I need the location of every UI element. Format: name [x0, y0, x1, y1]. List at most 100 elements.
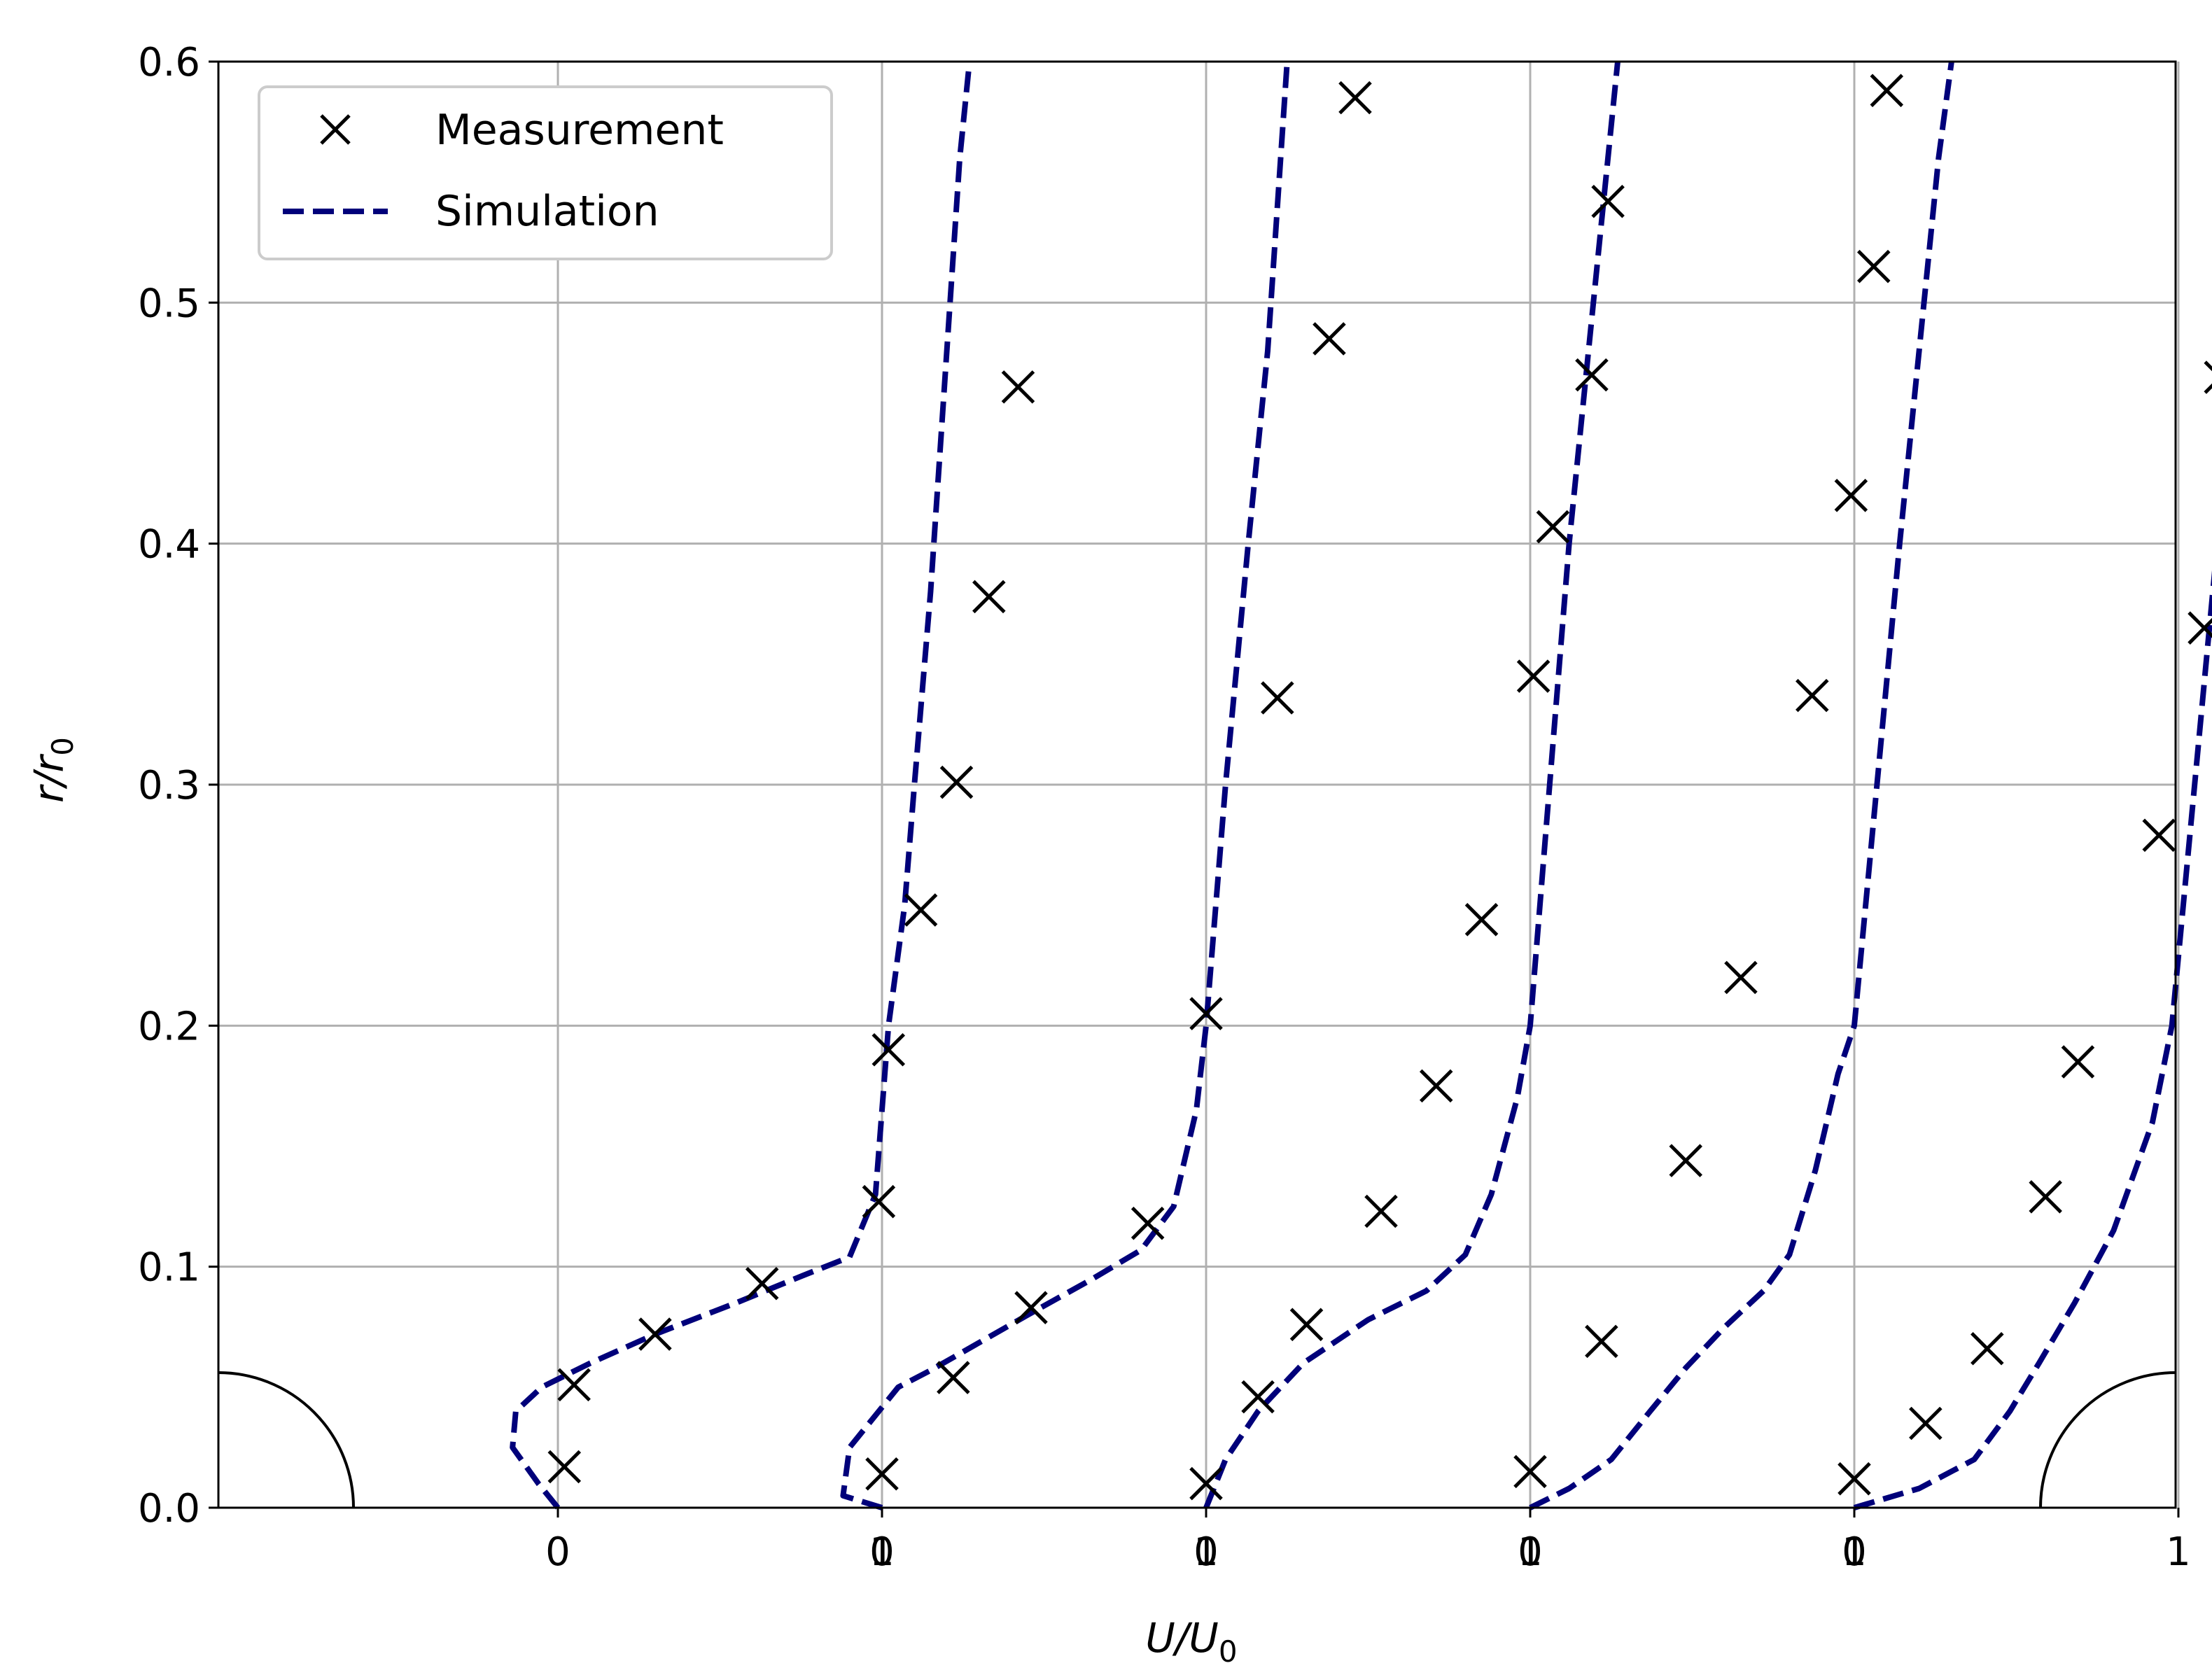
measurement-point [638, 1317, 672, 1351]
measurement-point-stroke [1130, 1206, 1165, 1240]
measurement-point [1419, 1069, 1453, 1103]
measurement-point-stroke [1795, 678, 1829, 713]
measurement-point [904, 893, 938, 927]
simulation-line [840, 61, 1290, 1511]
y-tick-label: 0.6 [138, 40, 200, 85]
measurement-point [547, 1450, 582, 1484]
measurement-point [862, 1184, 896, 1219]
simulation-line [1853, 570, 2212, 1511]
measurement-point-stroke [2061, 1045, 2095, 1079]
measurement-point [2142, 818, 2176, 853]
legend-marker-measurement [320, 114, 351, 145]
quarter-circle-right [2039, 1371, 2176, 1508]
y-axis: 0.0 0.1 0.2 0.3 0.4 0.5 0.6 [138, 40, 218, 1532]
measurement-point-stroke [1261, 681, 1294, 715]
x-tick-label: 0 [1518, 1529, 1543, 1575]
legend-label-simulation: Simulation [435, 187, 659, 236]
measurement-point-stroke [1364, 1194, 1398, 1228]
measurement-point-stroke [1241, 1380, 1275, 1414]
measurement-point-stroke [1516, 659, 1550, 693]
measurement-point-stroke [1970, 1331, 2004, 1366]
measurement-point-stroke [1338, 80, 1372, 115]
measurement-point [865, 1457, 899, 1491]
quarter-circle-decorations [218, 1371, 2176, 1508]
measurement-point [1724, 960, 1758, 995]
measurement-point-stroke [1834, 479, 1868, 512]
measurement-point-stroke [1312, 322, 1346, 356]
measurement-point-stroke [1669, 1144, 1703, 1177]
x-tick-label: 1 [2166, 1529, 2191, 1575]
measurement-point [2061, 1045, 2095, 1079]
measurement-point [1837, 1462, 1871, 1496]
measurement-point-stroke [2204, 360, 2212, 372]
measurement-point-stroke [1585, 1324, 1618, 1359]
measurement-point [1516, 659, 1550, 693]
measurement-point-stroke [972, 580, 1006, 614]
measurement-point [2188, 611, 2212, 645]
measurement-point-stroke [557, 1368, 591, 1402]
measurement-point [557, 1368, 591, 1402]
measurement-point [1241, 1380, 1275, 1414]
measurement-point-stroke [1909, 1406, 1942, 1441]
grid [218, 60, 2180, 1509]
measurement-point [1857, 249, 1891, 283]
measurement-point-stroke [1591, 184, 1625, 218]
simulation-line [510, 61, 972, 1510]
x-tick-label: 0 [1842, 1529, 1867, 1575]
measurement-point [1909, 1406, 1942, 1441]
x-tick-label: 1 [1518, 1529, 1543, 1575]
x-tick-label: 0 [1194, 1529, 1219, 1575]
measurement-point-stroke [1014, 1291, 1048, 1324]
x-axis: 0 10 10 10 10 1 [545, 1508, 2191, 1575]
measurement-point-stroke [1289, 1308, 1324, 1342]
legend-label-measurement: Measurement [435, 106, 724, 155]
measurement-point [745, 1267, 779, 1301]
measurement-point [1591, 184, 1625, 218]
legend: Measurement Simulation [258, 85, 833, 260]
measurement-point-stroke [937, 1361, 970, 1394]
measurement-point-stroke [1724, 960, 1758, 995]
measurement-point-stroke [1189, 1466, 1223, 1501]
y-axis-label: r/r0 [25, 737, 80, 803]
measurement-point [1575, 358, 1609, 392]
measurement-point-stroke [1464, 903, 1499, 937]
measurement-point [1189, 997, 1223, 1030]
measurement-point-stroke [547, 1450, 582, 1484]
measurement-point [1585, 1324, 1618, 1359]
x-tick-label: 1 [869, 1529, 895, 1575]
y-tick-label: 0.1 [138, 1245, 200, 1291]
measurement-point-stroke [904, 893, 938, 927]
y-tick-label: 0.4 [138, 522, 200, 568]
measurement-point-stroke [1001, 370, 1035, 404]
measurement-point-stroke [1513, 1455, 1547, 1489]
measurement-point [1795, 678, 1829, 713]
measurement-point [2204, 360, 2212, 394]
x-axis-label: U/U0 [1145, 1614, 1237, 1669]
measurement-point-stroke [2188, 617, 2212, 645]
x-tick-label: 1 [1842, 1529, 1867, 1575]
measurement-point-stroke [1189, 997, 1223, 1030]
measurement-point [1130, 1206, 1165, 1240]
x-tick-label: 0 [545, 1529, 570, 1575]
measurement-point [1001, 370, 1035, 404]
measurement-point [1870, 73, 1904, 108]
measurement-point [939, 765, 974, 799]
y-tick-label: 0.2 [138, 1004, 200, 1049]
measurement-point [872, 1032, 906, 1067]
measurement-point [1669, 1144, 1703, 1177]
measurement-series [547, 73, 2212, 1501]
measurement-point [1189, 1466, 1223, 1501]
legend-box [258, 85, 833, 260]
y-tick-label: 0.0 [138, 1486, 200, 1532]
measurement-point [1338, 80, 1372, 115]
measurement-point-stroke [939, 765, 974, 799]
measurement-point-stroke [638, 1317, 672, 1351]
measurement-point [1536, 510, 1570, 544]
measurement-point [1289, 1308, 1324, 1342]
measurement-point-stroke [1857, 249, 1891, 283]
simulation-line [1529, 61, 1954, 1511]
quarter-circle-left [218, 1371, 355, 1508]
measurement-point [1834, 479, 1868, 512]
